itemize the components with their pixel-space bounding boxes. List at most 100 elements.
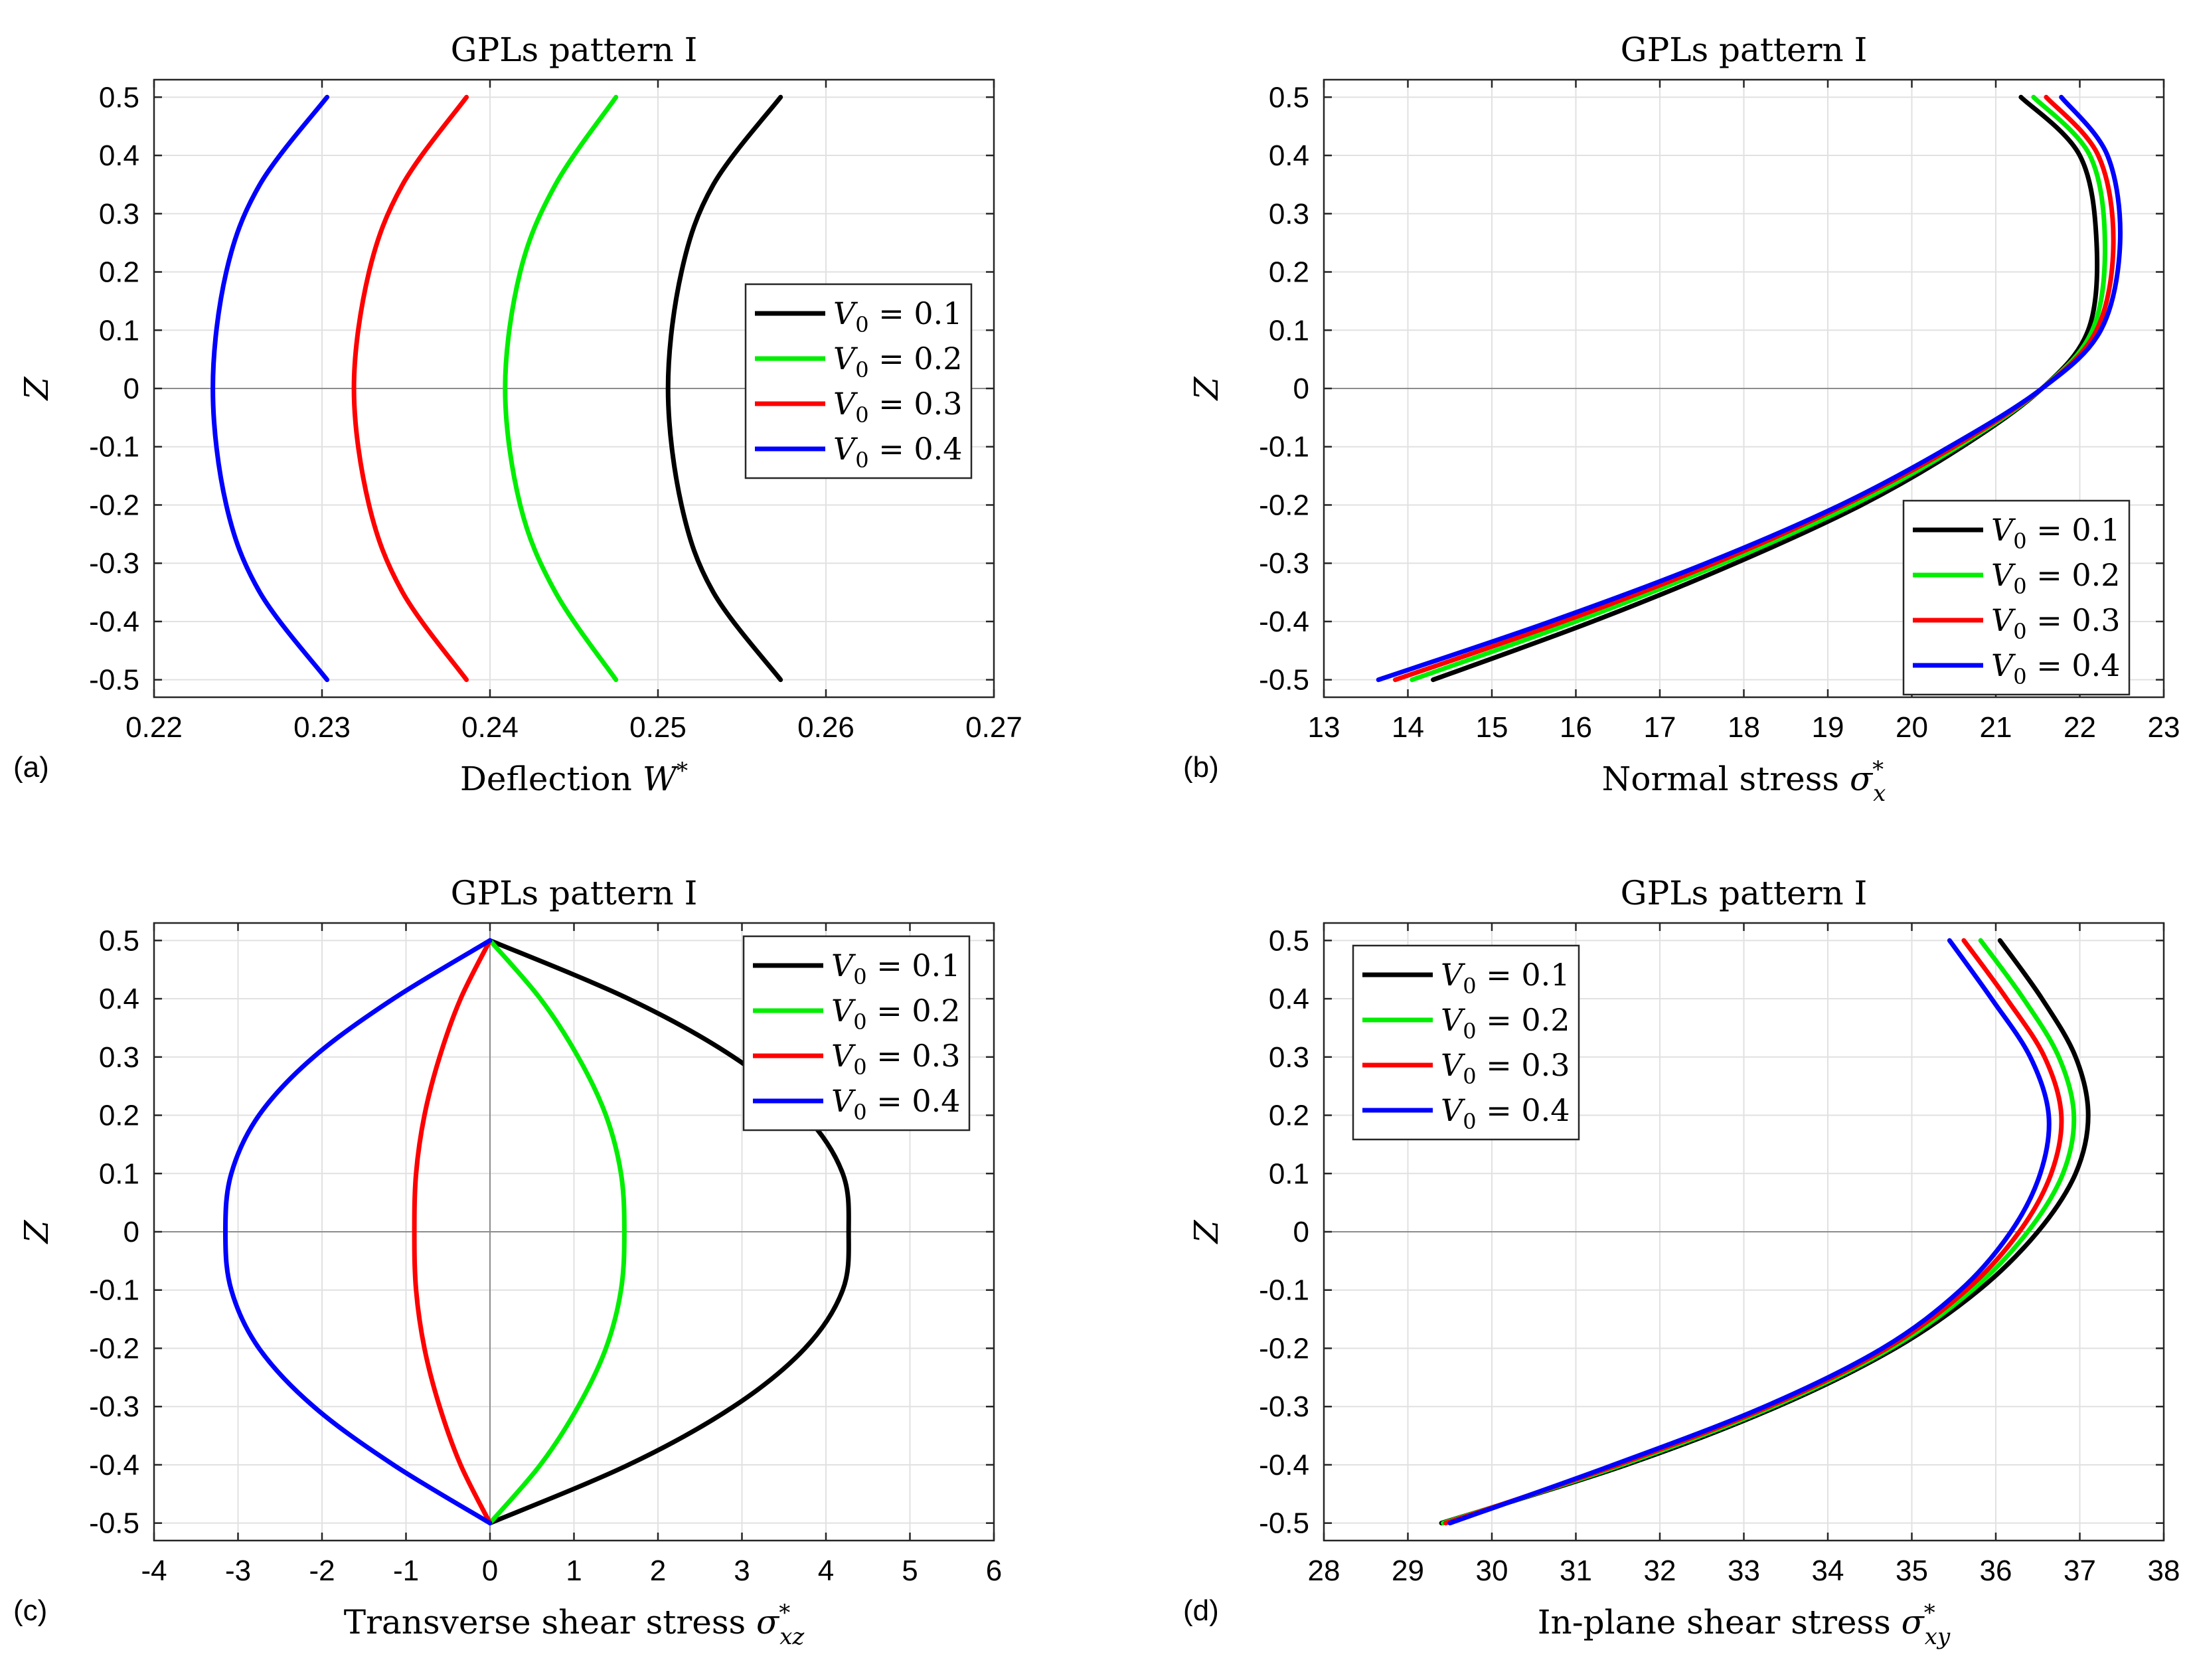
legend-label: V0 = 0.4: [833, 431, 963, 473]
chart-title: GPLs pattern I: [1621, 31, 1868, 69]
x-tick-label: 4: [818, 1554, 834, 1587]
x-tick-label: 35: [1896, 1554, 1928, 1587]
legend-label: V0 = 0.1: [833, 295, 963, 337]
y-tick-label: 0: [123, 1216, 139, 1248]
x-axis-symbol-sup: *: [677, 758, 688, 784]
x-tick-label: 28: [1308, 1554, 1340, 1587]
legend: V0 = 0.1V0 = 0.2V0 = 0.3V0 = 0.4: [1902, 499, 2131, 696]
x-tick-label: 0.27: [965, 711, 1022, 744]
x-tick-label: 16: [1560, 711, 1592, 744]
legend: V0 = 0.1V0 = 0.2V0 = 0.3V0 = 0.4: [744, 283, 973, 479]
y-tick-label: -0.1: [1259, 431, 1309, 463]
legend-box: [1352, 944, 1580, 1141]
x-tick-label: 13: [1308, 711, 1340, 744]
x-axis-symbol: σ: [756, 1603, 780, 1641]
y-axis-label: Z: [1187, 376, 1226, 401]
y-tick-label: 0.2: [1269, 1100, 1309, 1132]
y-tick-label: 0.2: [1269, 256, 1309, 289]
x-axis-symbol: W: [643, 760, 679, 798]
y-tick-label: -0.1: [1259, 1274, 1309, 1307]
series-line-4: [1447, 938, 2052, 1526]
y-tick-label: 0: [123, 373, 139, 405]
y-tick-label: 0.2: [99, 256, 139, 289]
x-tick-label: 33: [1728, 1554, 1760, 1587]
legend-label: V0 = 0.1: [1441, 957, 1570, 999]
y-tick-label: 0: [1293, 1216, 1309, 1248]
x-tick-label: 19: [1812, 711, 1844, 744]
panel-label: (a): [13, 751, 49, 784]
y-tick-label: -0.2: [89, 489, 139, 521]
y-tick-label: -0.3: [89, 1390, 139, 1423]
x-tick-label: 34: [1812, 1554, 1844, 1587]
x-axis-label: Normal stress σ* x: [1602, 756, 1886, 807]
x-axis-symbol-sub: x: [1873, 780, 1886, 807]
x-tick-label: 37: [2064, 1554, 2096, 1587]
y-tick-label: -0.5: [89, 664, 139, 697]
chart-title: GPLs pattern I: [451, 874, 698, 912]
x-axis-label: Deflection W*: [460, 758, 688, 798]
x-tick-label: 0.24: [461, 711, 519, 744]
x-tick-label: 22: [2064, 711, 2096, 744]
x-axis-symbol: σ: [1850, 760, 1874, 798]
x-tick-label: 21: [1980, 711, 2012, 744]
x-tick-label: 14: [1392, 711, 1424, 744]
y-axis-label: Z: [17, 1219, 56, 1244]
x-tick-label: 3: [734, 1554, 750, 1587]
x-axis-label-text: In-plane shear stress: [1538, 1603, 1902, 1641]
y-tick-label: 0.3: [99, 198, 139, 230]
y-tick-label: 0.5: [1269, 924, 1309, 957]
y-tick-label: 0.4: [1269, 139, 1309, 172]
x-axis-symbol-sub: xz: [779, 1624, 805, 1650]
y-tick-label: 0.1: [99, 314, 139, 347]
chart-title: GPLs pattern I: [1621, 874, 1868, 912]
y-tick-label: -0.4: [89, 606, 139, 638]
x-axis-symbol-sup: *: [779, 1600, 790, 1626]
x-tick-label: -2: [309, 1554, 335, 1587]
legend-label: V0 = 0.4: [831, 1083, 961, 1125]
legend-label: V0 = 0.3: [833, 386, 963, 428]
x-axis-label-text: Deflection: [460, 760, 643, 798]
y-tick-label: -0.5: [89, 1507, 139, 1540]
panel-label: (b): [1183, 751, 1219, 784]
x-tick-label: 38: [2148, 1554, 2180, 1587]
y-tick-label: 0.1: [1269, 1157, 1309, 1190]
y-tick-label: -0.2: [1259, 489, 1309, 521]
x-axis-symbol-sub: xy: [1925, 1624, 1951, 1650]
legend-label: V0 = 0.4: [1991, 647, 2121, 689]
chart-title: GPLs pattern I: [451, 31, 698, 69]
x-tick-label: 18: [1728, 711, 1760, 744]
legend-label: V0 = 0.2: [833, 341, 963, 382]
y-tick-label: 0.1: [99, 1157, 139, 1190]
legend-label: V0 = 0.2: [831, 993, 961, 1035]
legend-box: [744, 283, 973, 479]
legend-label: V0 = 0.3: [1991, 602, 2121, 644]
legend-box: [1902, 499, 2131, 696]
x-tick-label: 20: [1896, 711, 1928, 744]
x-tick-label: 15: [1476, 711, 1508, 744]
y-tick-label: 0.5: [99, 81, 139, 114]
series-line-3: [351, 94, 469, 683]
x-axis-label-text: Normal stress: [1602, 760, 1850, 798]
x-axis-symbol-sup: *: [1872, 756, 1884, 783]
x-axis-label: Transverse shear stress σ* xz: [344, 1600, 805, 1650]
series-line-1: [487, 938, 851, 1526]
series-line-2: [503, 94, 619, 683]
x-axis-label: In-plane shear stress σ* xy: [1538, 1600, 1951, 1650]
y-tick-label: 0.4: [1269, 983, 1309, 1015]
y-tick-label: 0.5: [1269, 81, 1309, 114]
x-tick-label: 0.26: [797, 711, 854, 744]
x-tick-label: 0: [482, 1554, 498, 1587]
y-tick-label: 0.2: [99, 1100, 139, 1132]
legend: V0 = 0.1V0 = 0.2V0 = 0.3V0 = 0.4: [1352, 944, 1580, 1141]
x-tick-label: 31: [1560, 1554, 1592, 1587]
legend-label: V0 = 0.2: [1991, 557, 2121, 599]
x-tick-label: 36: [1980, 1554, 2012, 1587]
legend-box: [742, 935, 971, 1132]
x-tick-label: 6: [986, 1554, 1002, 1587]
x-tick-label: 32: [1644, 1554, 1676, 1587]
y-tick-label: 0.3: [1269, 1041, 1309, 1074]
panel-label: (d): [1183, 1594, 1219, 1627]
y-tick-label: 0.1: [1269, 314, 1309, 347]
chart-panel-d: 28 29 30 31 32 33 34 35 36 37 38 -0.5 -0.4 -0.3 -0.2 -0…: [1183, 874, 2180, 1650]
